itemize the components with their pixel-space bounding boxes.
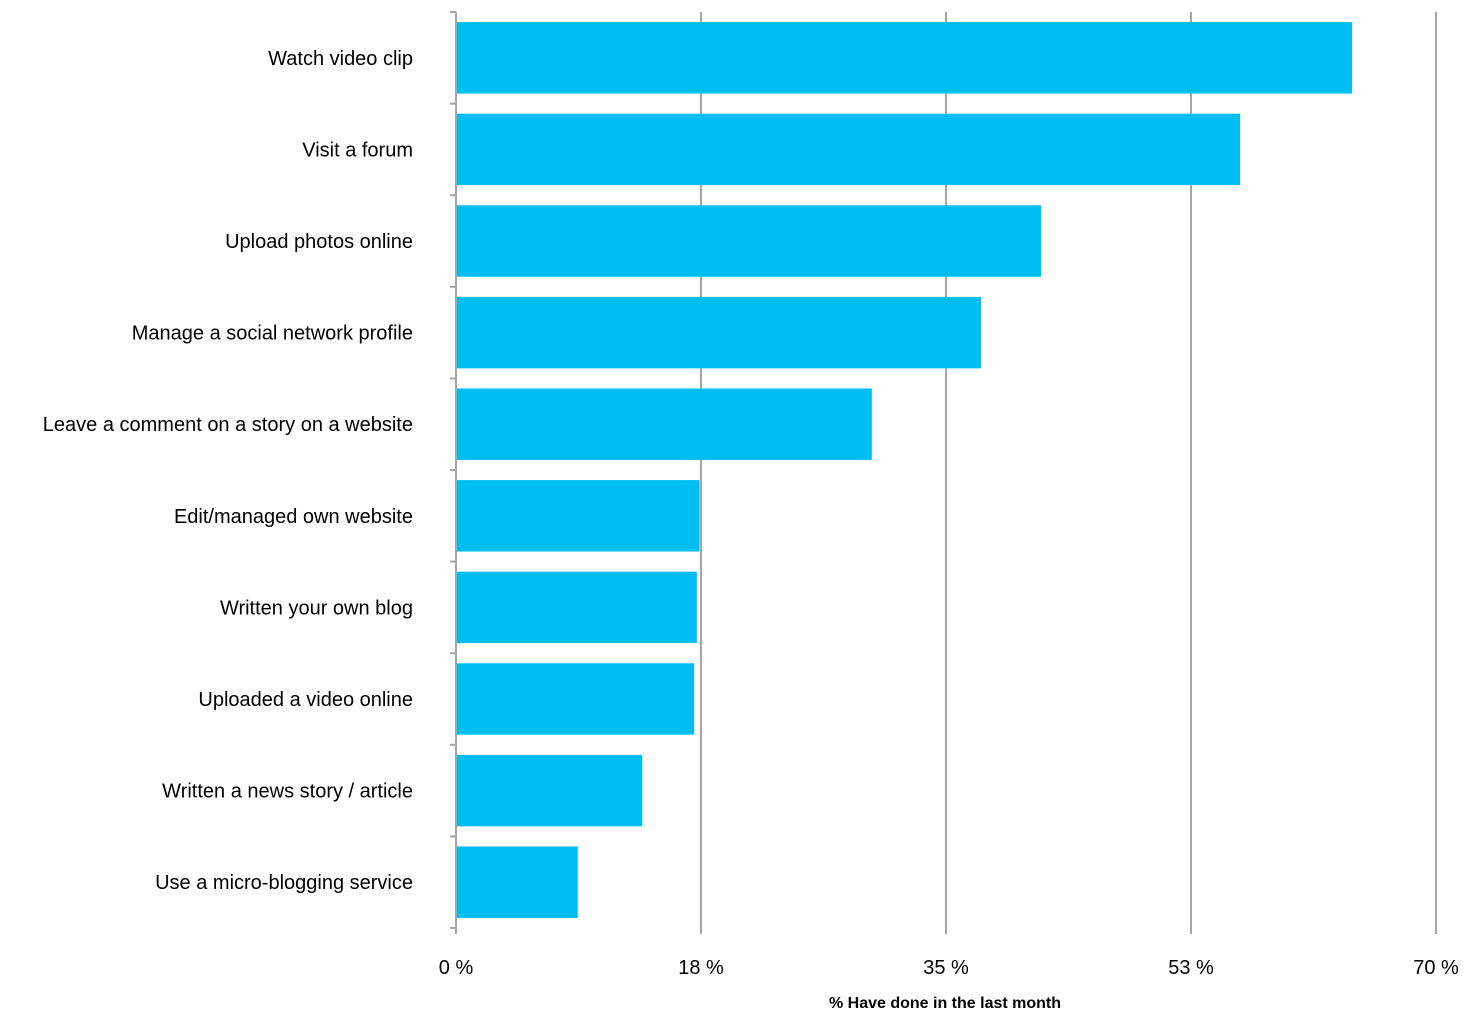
bar-6 — [457, 571, 697, 644]
category-label-0: Watch video clip — [268, 48, 413, 70]
category-labels: Watch video clip Visit a forum Upload phot… — [43, 48, 413, 894]
category-label-7: Uploaded a video online — [198, 689, 413, 711]
bar-3 — [457, 296, 981, 369]
category-label-5: Edit/managed own website — [174, 506, 413, 528]
category-label-1: Visit a forum — [302, 139, 413, 161]
bar-5 — [457, 480, 700, 552]
category-label-2: Upload photos online — [225, 231, 413, 253]
x-tick-label-0: 0 % — [439, 957, 474, 979]
bars — [457, 22, 1352, 918]
bar-7 — [457, 663, 694, 735]
category-label-9: Use a micro-blogging service — [155, 872, 413, 894]
bar-9 — [457, 846, 578, 918]
bar-4 — [457, 388, 872, 460]
axes — [450, 11, 1437, 934]
bar-0 — [457, 22, 1352, 94]
x-tick-label-4: 70 % — [1413, 957, 1459, 979]
bar-8 — [457, 754, 643, 827]
x-tick-labels: 0 % 18 % 35 % 53 % 70 % — [439, 957, 1459, 979]
x-axis-title: % Have done in the last month — [829, 995, 1061, 1012]
category-label-6: Written your own blog — [220, 597, 413, 619]
x-tick-label-2: 35 % — [923, 957, 969, 979]
x-tick-label-1: 18 % — [678, 957, 724, 979]
category-label-3: Manage a social network profile — [132, 323, 413, 345]
category-label-4: Leave a comment on a story on a website — [43, 414, 413, 436]
x-tick-label-3: 53 % — [1168, 957, 1214, 979]
category-label-8: Written a news story / article — [162, 781, 413, 803]
bar-1 — [457, 113, 1240, 186]
bar-2 — [457, 205, 1042, 277]
